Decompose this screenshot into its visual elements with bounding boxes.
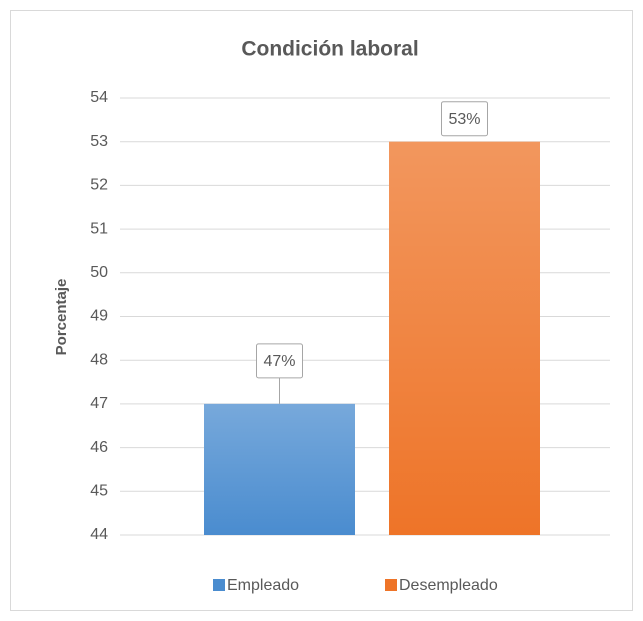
data-label: 47% bbox=[263, 353, 295, 370]
bar-shine bbox=[389, 141, 540, 535]
y-tick-label: 48 bbox=[90, 351, 108, 368]
y-axis-label: Porcentaje bbox=[53, 279, 70, 356]
data-label-box bbox=[441, 101, 488, 137]
y-tick-label: 50 bbox=[90, 264, 108, 281]
data-label: 53% bbox=[448, 111, 480, 128]
y-tick-label: 54 bbox=[90, 89, 108, 106]
y-tick-label: 46 bbox=[90, 439, 108, 456]
chart-title: Condición laboral bbox=[241, 38, 418, 61]
legend-swatch bbox=[213, 579, 225, 591]
y-tick-label: 45 bbox=[90, 483, 108, 500]
y-tick-label: 51 bbox=[90, 220, 108, 237]
legend-swatch bbox=[385, 579, 397, 591]
y-tick-label: 52 bbox=[90, 177, 108, 194]
legend-label: Empleado bbox=[227, 577, 299, 594]
y-tick-label: 44 bbox=[90, 526, 108, 543]
y-tick-label: 47 bbox=[90, 395, 108, 412]
data-label-box bbox=[256, 343, 303, 379]
y-tick-label: 53 bbox=[90, 133, 108, 150]
legend-label: Desempleado bbox=[399, 577, 498, 594]
y-tick-label: 49 bbox=[90, 308, 108, 325]
bar-shine bbox=[204, 403, 355, 535]
